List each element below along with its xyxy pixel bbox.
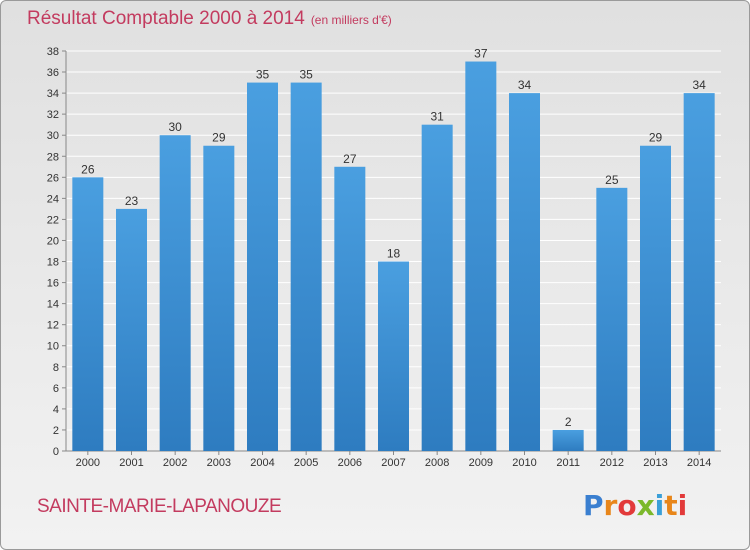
x-tick-label: 2012	[600, 457, 624, 469]
y-tick-label: 18	[47, 257, 59, 269]
bar	[116, 208, 147, 451]
x-tick-label: 2003	[207, 457, 231, 469]
bar	[247, 82, 278, 451]
bar	[334, 166, 366, 451]
y-tick-label: 12	[47, 320, 59, 332]
y-tick-label: 6	[53, 383, 59, 395]
y-tick-label: 8	[53, 362, 59, 374]
data-label: 30	[168, 120, 182, 134]
y-tick-label: 2	[53, 425, 59, 437]
y-tick-label: 28	[47, 151, 59, 163]
bar	[159, 135, 191, 452]
proxiti-logo: Proxiti	[583, 489, 687, 522]
x-tick-label: 2000	[76, 457, 100, 469]
logo-letter: t	[664, 489, 678, 522]
y-tick-label: 16	[47, 278, 59, 290]
x-tick-label: 2006	[338, 457, 362, 469]
bar	[640, 145, 671, 451]
x-tick-label: 2010	[512, 457, 536, 469]
y-tick-label: 4	[53, 404, 59, 416]
bar	[465, 61, 497, 452]
logo-letter: o	[617, 489, 637, 522]
data-label: 34	[692, 78, 706, 92]
data-label: 35	[299, 68, 313, 82]
data-label: 34	[518, 78, 532, 92]
bar	[378, 261, 409, 451]
bar	[421, 124, 453, 452]
x-tick-label: 2011	[556, 457, 580, 469]
x-tick-label: 2002	[163, 457, 187, 469]
x-tick-label: 2014	[687, 457, 711, 469]
x-tick-label: 2001	[119, 457, 143, 469]
logo-letter: r	[603, 489, 618, 522]
logo-letter: i	[654, 489, 665, 522]
bar	[596, 187, 628, 451]
x-tick-label: 2009	[469, 457, 493, 469]
data-label: 2	[565, 415, 572, 429]
data-label: 27	[343, 152, 357, 166]
x-tick-label: 2007	[381, 457, 405, 469]
x-tick-label: 2008	[425, 457, 449, 469]
data-label: 35	[256, 68, 270, 82]
logo-letter: i	[677, 489, 688, 522]
data-label: 37	[474, 47, 488, 61]
bar	[552, 429, 584, 451]
bar	[683, 93, 715, 452]
bar	[509, 93, 540, 452]
data-label: 25	[605, 173, 619, 187]
y-tick-label: 0	[53, 446, 59, 458]
y-tick-label: 14	[47, 299, 59, 311]
bar	[203, 145, 235, 451]
logo-letter: P	[583, 489, 604, 522]
bar	[290, 82, 322, 451]
y-tick-label: 32	[47, 109, 59, 121]
y-tick-label: 20	[47, 235, 59, 247]
x-tick-label: 2005	[294, 457, 318, 469]
y-tick-label: 38	[47, 46, 59, 58]
y-tick-label: 36	[47, 67, 59, 79]
data-label: 18	[387, 247, 401, 261]
bar	[72, 177, 104, 451]
y-tick-label: 26	[47, 172, 59, 184]
x-tick-label: 2004	[250, 457, 274, 469]
y-tick-label: 10	[47, 341, 59, 353]
y-tick-label: 34	[47, 88, 59, 100]
logo-letter: x	[636, 489, 655, 522]
data-label: 31	[430, 110, 444, 124]
chart-unit: (en milliers d'€)	[310, 13, 392, 27]
chart-title: Résultat Comptable 2000 à 2014 (en millie…	[27, 8, 392, 30]
data-label: 29	[212, 131, 226, 145]
y-tick-label: 30	[47, 130, 59, 142]
x-tick-label: 2013	[643, 457, 667, 469]
commune-name: SAINTE-MARIE-LAPANOUZE	[37, 496, 282, 517]
chart-title-text: Résultat Comptable 2000 à 2014	[27, 8, 305, 29]
y-tick-label: 22	[47, 214, 59, 226]
data-label: 26	[81, 162, 95, 176]
data-label: 29	[649, 131, 663, 145]
y-tick-label: 24	[47, 193, 59, 205]
data-label: 23	[125, 194, 139, 208]
